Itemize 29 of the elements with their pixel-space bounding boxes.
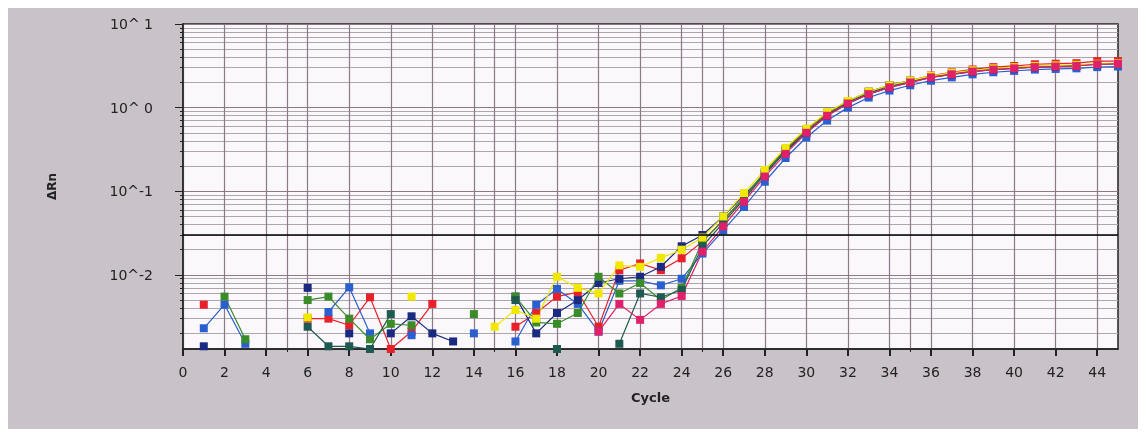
x-tick-label: 18 (548, 364, 566, 380)
x-tick-label: 6 (303, 364, 313, 380)
y-tick-label: 10^ 1 (110, 16, 153, 32)
x-tick-label: 26 (714, 364, 733, 380)
x-tick-label: 16 (506, 364, 525, 380)
x-tick-label: 10 (381, 364, 400, 380)
x-axis-title: Cycle (631, 390, 671, 405)
x-tick-label: 28 (755, 364, 774, 380)
y-axis-title: ΔRn (45, 172, 59, 201)
x-tick-label: 22 (631, 364, 650, 380)
y-tick-label: 10^ 0 (110, 99, 153, 116)
x-tick-label: 24 (672, 364, 691, 380)
x-tick-label: 4 (261, 364, 271, 380)
x-tick-label: 42 (1046, 364, 1065, 380)
x-tick-label: 8 (344, 364, 354, 380)
x-tick-label: 20 (589, 364, 608, 380)
x-tick-label: 0 (178, 364, 188, 380)
x-tick-label: 36 (922, 364, 940, 380)
x-tick-label: 14 (464, 364, 483, 380)
y-tick-label: 10^-2 (109, 266, 153, 283)
x-tick-label: 30 (797, 364, 816, 380)
x-tick-label: 38 (963, 364, 982, 380)
x-tick-label: 2 (220, 364, 230, 380)
x-tick-label: 32 (838, 364, 857, 380)
x-tick-label: 40 (1005, 364, 1024, 380)
x-tick-label: 12 (423, 364, 442, 380)
y-tick-label: 10^-1 (109, 183, 153, 200)
x-tick-label: 34 (880, 364, 899, 380)
x-tick-label: 44 (1088, 364, 1107, 380)
